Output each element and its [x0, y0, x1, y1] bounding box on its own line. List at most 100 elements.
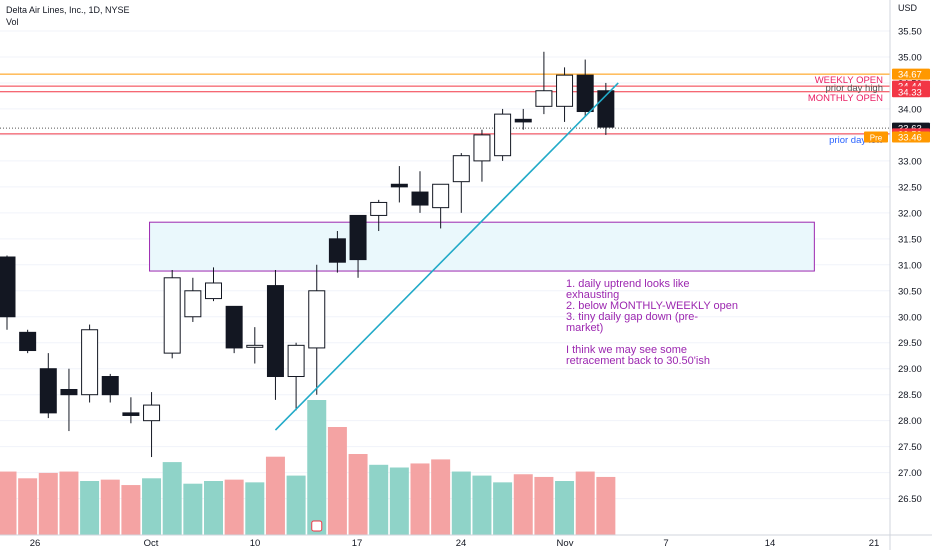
y-tick-label: 27.50 [898, 442, 922, 453]
volume-bar [59, 471, 79, 535]
note-line: 2. below MONTHLY-WEEKLY open [566, 300, 739, 312]
volume-bar [100, 479, 120, 535]
candle [163, 269, 181, 359]
level-label-prior-day-high: prior day high [825, 83, 883, 94]
x-tick-label: 21 [869, 538, 880, 549]
x-tick-label: 14 [765, 538, 776, 549]
note-line: I think we may see some [566, 344, 688, 356]
x-tick-label: 26 [30, 538, 41, 549]
price-tag: 34.33 [892, 86, 930, 98]
zone-rect [149, 221, 815, 272]
volume-label: Vol [6, 17, 19, 27]
candle [81, 324, 99, 403]
volume-bar [451, 471, 471, 535]
volume-bar [389, 467, 409, 535]
y-tick-label: 31.00 [898, 260, 922, 271]
volume-bar [204, 481, 223, 535]
candle [370, 199, 388, 232]
volume-bar [38, 472, 58, 535]
y-tick-label: 30.50 [898, 286, 922, 297]
svg-text:Pre: Pre [870, 133, 883, 142]
y-tick-label: 28.50 [898, 390, 922, 401]
y-tick-label: 32.50 [898, 182, 922, 193]
volume-bar [142, 478, 162, 535]
y-tick-label: 27.00 [898, 468, 922, 479]
y-tick-label: 28.00 [898, 416, 922, 427]
premarket-marker: Pre [864, 131, 888, 143]
candle [514, 108, 532, 130]
volume-bar [575, 471, 595, 535]
volume-bar [493, 482, 513, 535]
candle [266, 269, 284, 400]
candle [122, 397, 140, 424]
level-label-monthly-open: MONTHLY OPEN [808, 93, 883, 104]
candle [556, 67, 574, 122]
svg-text:34.67: 34.67 [898, 70, 922, 81]
volume-bar [245, 482, 265, 535]
volume-bar [513, 474, 533, 535]
volume-bar [286, 475, 306, 535]
x-tick-label: 24 [456, 538, 467, 549]
candle [246, 327, 264, 364]
candle [452, 153, 470, 213]
volume-bars [0, 400, 616, 535]
candle [143, 392, 161, 458]
candle [0, 255, 16, 330]
price-tag: 34.67 [892, 68, 930, 81]
earnings-marker [311, 520, 323, 532]
level-label-prior-day-low: prior day low [829, 135, 883, 146]
volume-bar [224, 479, 244, 535]
candlesticks [0, 51, 615, 458]
candle [101, 373, 119, 403]
y-tick-label: 29.50 [898, 338, 922, 349]
svg-text:33.46: 33.46 [898, 132, 922, 143]
currency-label: USD [898, 3, 918, 13]
symbol-title: Delta Air Lines, Inc., 1D, NYSE [6, 5, 130, 15]
note-line: 1. daily uptrend looks like [566, 278, 690, 290]
y-tick-label: 32.00 [898, 208, 922, 219]
x-tick-label: 10 [250, 538, 261, 549]
volume-bar [162, 462, 182, 535]
trendline [274, 82, 619, 431]
volume-bar [265, 456, 285, 535]
volume-bar [327, 427, 347, 535]
volume-bar [18, 478, 38, 535]
trendline-line [274, 82, 619, 431]
chart-legend: Delta Air Lines, Inc., 1D, NYSE Vol [6, 4, 130, 28]
volume-bar [555, 481, 575, 535]
candle [205, 267, 222, 302]
svg-text:34.33: 34.33 [898, 87, 922, 98]
candle [349, 214, 367, 278]
candle [60, 368, 78, 432]
candle [184, 277, 202, 322]
x-tick-label: Oct [144, 538, 159, 549]
volume-bar [534, 476, 554, 535]
x-tick-label: Nov [557, 538, 574, 549]
volume-bar [472, 475, 492, 535]
x-tick-label: 17 [352, 538, 363, 549]
candle [494, 108, 512, 161]
y-tick-label: 34.00 [898, 104, 922, 115]
price-tag: 33.46 [892, 131, 930, 143]
volume-bar [307, 400, 327, 535]
volume-bar [596, 476, 616, 535]
candle [390, 166, 408, 203]
candle [432, 183, 450, 229]
candle [287, 342, 305, 411]
candle [19, 329, 37, 354]
note-line: 3. tiny daily gap down (pre- [566, 311, 699, 323]
y-tick-label: 31.50 [898, 234, 922, 245]
y-tick-label: 30.00 [898, 312, 922, 323]
candle [39, 353, 57, 419]
volume-bar [410, 463, 430, 535]
level-label-weekly-open: WEEKLY OPEN [815, 75, 883, 86]
note-line: retracement back to 30.50'ish [566, 355, 710, 367]
y-tick-label: 26.50 [898, 494, 922, 505]
volume-bar [183, 483, 203, 535]
analysis-notes: 1. daily uptrend looks like exhausting 2. … [566, 279, 796, 367]
volume-bar [369, 464, 389, 535]
candle [328, 231, 346, 273]
y-tick-label: 33.00 [898, 156, 922, 167]
